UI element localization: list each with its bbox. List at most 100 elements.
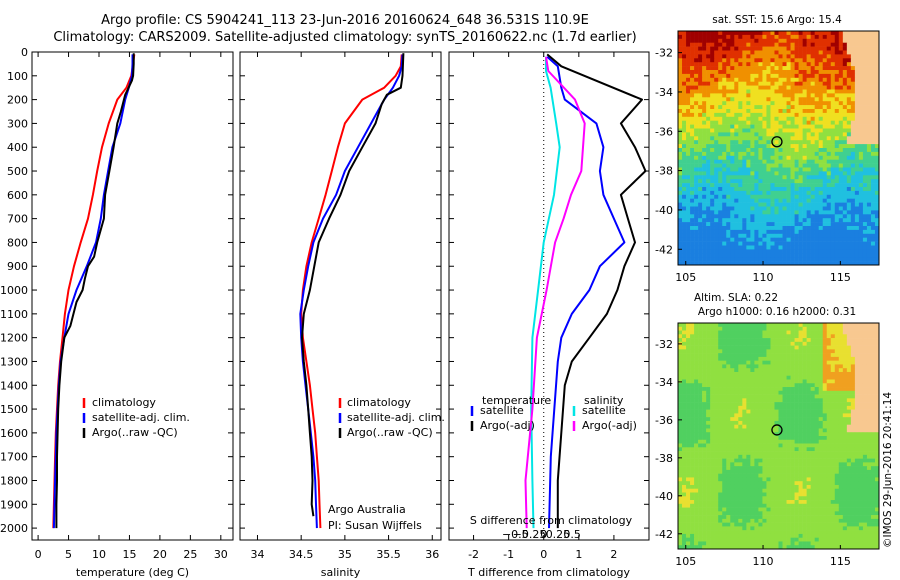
map-cell — [718, 73, 723, 79]
map-cell — [678, 136, 683, 141]
map-cell — [686, 233, 691, 238]
map-cell — [870, 253, 876, 258]
map-cell — [826, 375, 832, 380]
map-cell — [794, 383, 799, 388]
map-cell — [862, 105, 868, 110]
map-cell — [694, 109, 699, 114]
map-cell — [842, 338, 848, 343]
map-y-tick-label: -36 — [655, 125, 673, 138]
map-cell — [834, 112, 840, 118]
map-cell — [838, 206, 844, 211]
map-cell — [682, 261, 687, 266]
map-cell — [798, 175, 803, 180]
map-cell — [750, 42, 755, 47]
map-cell — [862, 409, 868, 414]
map-cell — [818, 229, 824, 235]
map-cell — [718, 368, 723, 373]
map-cell — [714, 124, 719, 129]
map-cell — [870, 46, 876, 51]
map-cell — [834, 409, 840, 414]
map-cell — [782, 375, 787, 380]
map-cell — [798, 214, 803, 219]
map-cell — [702, 439, 707, 444]
map-cell — [830, 353, 836, 358]
map-cell — [802, 394, 807, 399]
map-cell — [810, 245, 815, 250]
map-cell — [722, 338, 727, 343]
map-cell — [710, 175, 715, 180]
map-cell — [822, 159, 828, 164]
map-cell — [826, 38, 832, 43]
map-cell — [694, 97, 699, 102]
map-cell — [702, 387, 707, 392]
map-cell — [862, 323, 868, 328]
map-cell — [818, 338, 824, 343]
map-cell — [730, 97, 735, 102]
map-cell — [858, 38, 864, 43]
map-cell — [726, 50, 731, 55]
map-cell — [786, 93, 791, 98]
map-cell — [690, 379, 695, 384]
map-cell — [874, 46, 880, 51]
map-cell — [682, 85, 687, 90]
map-cell — [802, 101, 807, 106]
map-cell — [798, 148, 803, 153]
map-cell — [854, 371, 860, 377]
map-cell — [770, 241, 775, 246]
map-cell — [846, 398, 852, 403]
map-cell — [842, 241, 848, 246]
map-cell — [822, 101, 828, 106]
map-cell — [770, 66, 775, 71]
map-cell — [786, 175, 791, 180]
map-cell — [694, 116, 699, 121]
map-cell — [730, 112, 735, 118]
map-cell — [798, 73, 803, 79]
map-cell — [866, 356, 872, 361]
map-cell — [706, 390, 711, 395]
map-cell — [862, 405, 868, 410]
map-cell — [750, 253, 755, 258]
map-cell — [702, 222, 707, 227]
x-tick-label: 0 — [35, 548, 42, 561]
map-cell — [690, 116, 695, 121]
map-cell — [838, 179, 844, 184]
map-cell — [810, 140, 815, 145]
map-cell — [730, 409, 735, 414]
map-cell — [758, 345, 763, 350]
map-cell — [710, 105, 715, 110]
map-cell — [738, 345, 743, 350]
map-cell — [758, 353, 763, 358]
map-cell — [814, 394, 819, 399]
diff-series-0 — [546, 56, 626, 529]
map-cell — [706, 237, 711, 242]
map-cell — [778, 413, 783, 418]
map-cell — [730, 218, 735, 223]
map-cell — [686, 398, 691, 403]
map-cell — [706, 245, 711, 250]
map-cell — [822, 222, 828, 227]
map-cell — [874, 183, 880, 188]
map-cell — [746, 432, 751, 437]
map-cell — [850, 360, 856, 365]
map-cell — [770, 257, 775, 262]
map-cell — [838, 432, 844, 437]
map-cell — [678, 451, 683, 456]
map-cell — [862, 417, 868, 422]
map-cell — [834, 148, 840, 153]
map-cell — [790, 198, 795, 203]
map-cell — [754, 159, 759, 164]
map-cell — [846, 436, 852, 441]
map-cell — [682, 383, 687, 388]
map-cell — [746, 375, 751, 380]
map-cell — [778, 54, 783, 59]
map-cell — [726, 101, 731, 106]
map-cell — [830, 356, 836, 361]
map-cell — [802, 85, 807, 90]
map-cell — [874, 398, 880, 403]
map-cell — [750, 245, 755, 250]
map-cell — [814, 163, 819, 168]
map-cell — [774, 140, 779, 145]
map-cell — [838, 379, 844, 384]
map-cell — [786, 424, 791, 429]
map-cell — [774, 89, 779, 94]
